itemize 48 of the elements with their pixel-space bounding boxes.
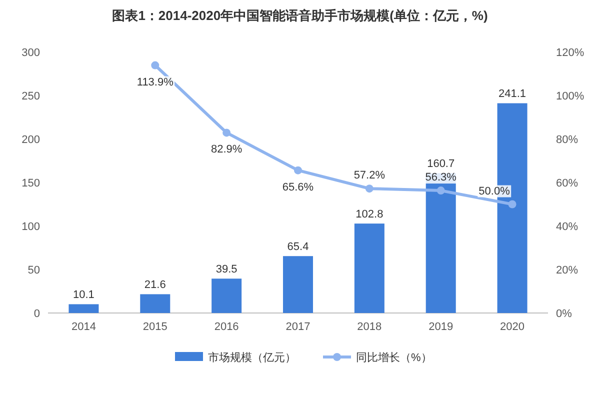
x-tick-label: 2017 — [286, 321, 310, 333]
y2-tick-label: 80% — [556, 134, 578, 146]
y-tick-label: 0 — [34, 308, 40, 320]
data-label: 65.4 — [287, 241, 309, 254]
bar — [283, 256, 313, 313]
bar — [354, 224, 384, 313]
y-tick-label: 250 — [22, 90, 40, 102]
y-tick-label: 100 — [22, 221, 40, 233]
data-label: 21.6 — [144, 279, 166, 292]
legend-label: 同比增长（%） — [356, 351, 432, 364]
point — [508, 200, 516, 208]
x-tick-label: 2018 — [357, 321, 382, 333]
y2-tick-label: 100% — [556, 90, 584, 102]
x-tick-label: 2015 — [142, 321, 168, 333]
data-label: 65.6% — [282, 181, 314, 194]
y2-tick-label: 0% — [556, 308, 572, 320]
data-label: 50.0% — [478, 185, 510, 198]
y2-tick-label: 120% — [556, 47, 584, 59]
point — [436, 186, 445, 195]
y2-tick-label: 40% — [556, 221, 578, 233]
chart-title: 图表1：2014-2020年中国智能语音助手市场规模(单位：亿元，%) — [112, 8, 488, 23]
point — [151, 61, 160, 70]
data-label: 10.1 — [73, 289, 94, 302]
legend-label: 市场规模（亿元） — [208, 351, 296, 364]
x-tick-label: 2014 — [71, 321, 96, 333]
data-label: 113.9% — [136, 76, 174, 88]
bar — [68, 304, 99, 313]
y-tick-label: 200 — [22, 134, 40, 146]
data-label: 82.9% — [210, 144, 242, 156]
data-label: 102.8 — [356, 208, 384, 221]
x-tick-label: 2019 — [428, 321, 454, 333]
data-label: 39.5 — [216, 264, 238, 276]
x-tick-label: 2020 — [500, 321, 525, 333]
x-tick-label: 2016 — [214, 321, 239, 333]
point — [365, 184, 374, 193]
data-label: 57.2% — [354, 170, 386, 182]
y2-tick-label: 60% — [556, 178, 578, 190]
y2-tick-label: 20% — [556, 264, 578, 276]
bar — [140, 294, 170, 313]
bar — [212, 278, 242, 313]
data-label: 160.7 — [427, 158, 455, 170]
data-label: 241.1 — [498, 88, 526, 100]
point — [222, 128, 231, 137]
data-label: 56.3% — [425, 172, 457, 184]
y-tick-label: 300 — [22, 47, 40, 59]
y-tick-label: 50 — [28, 264, 40, 276]
y-tick-label: 150 — [22, 178, 40, 190]
point — [294, 166, 302, 174]
